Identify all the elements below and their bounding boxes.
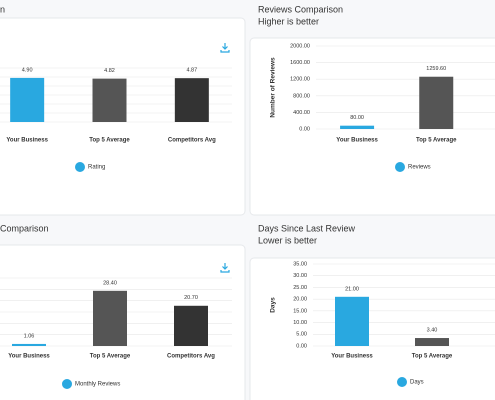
y-tick-label: 1600.00 [290,60,310,66]
data-label: 4.87 [186,68,197,74]
x-tick-label: Competitors Avg [168,138,216,144]
legend-label: Monthly Reviews [75,382,120,388]
x-tick-label: Top 5 Average [416,138,457,144]
y-tick-label: 0.00 [299,126,310,132]
data-label: 1.06 [24,333,35,339]
data-label: 3.40 [427,327,438,333]
bar [174,78,209,122]
y-tick-label: 400.00 [293,110,310,116]
data-label: 28.40 [103,280,117,286]
chart-title: n [0,4,5,14]
x-tick-label: Your Business [8,354,50,360]
legend-swatch [397,377,407,387]
y-axis-label: Number of Reviews [270,57,277,118]
card [249,257,495,400]
legend-swatch [62,379,72,389]
bar [10,77,45,122]
bar [335,296,369,346]
data-label: 80.00 [350,115,364,121]
y-tick-label: 35.00 [293,261,307,267]
y-tick-label: 15.00 [293,308,307,314]
y-tick-label: 5.00 [296,332,307,338]
chart-subtitle: Lower is better [258,235,317,245]
y-tick-label: 1200.00 [290,77,310,83]
bar [340,125,375,129]
legend-swatch [395,162,405,172]
y-tick-label: 800.00 [293,93,310,99]
x-tick-label: Competitors Avg [167,354,215,360]
bar [92,78,127,122]
bar [93,290,127,346]
data-label: 4.90 [22,67,33,73]
y-tick-label: 2000.00 [290,43,310,49]
chart-title: Comparison [0,223,49,233]
x-tick-label: Your Business [331,354,373,360]
legend-label: Days [410,380,424,386]
legend-label: Reviews [408,165,431,171]
data-label: 20.70 [184,295,198,301]
bar [415,338,449,346]
y-tick-label: 25.00 [293,285,307,291]
bar [12,343,46,346]
x-tick-label: Top 5 Average [90,354,131,360]
y-tick-label: 10.00 [293,320,307,326]
x-tick-label: Your Business [336,138,378,144]
data-label: 4.82 [104,68,115,74]
data-label: 1259.60 [426,66,446,72]
legend-label: Rating [88,165,105,171]
y-tick-label: 30.00 [293,273,307,279]
y-tick-label: 20.00 [293,297,307,303]
data-label: 21.00 [345,286,359,292]
chart-title: Days Since Last Review [258,223,356,233]
y-tick-label: 0.00 [296,343,307,349]
x-tick-label: Your Business [6,138,48,144]
bar [174,305,208,346]
y-axis-label: Days [270,297,277,313]
chart-subtitle: Higher is better [258,16,319,26]
x-tick-label: Top 5 Average [412,354,453,360]
legend-swatch [75,162,85,172]
x-tick-label: Top 5 Average [89,138,130,144]
bar [419,76,454,129]
download-icon[interactable] [220,43,230,53]
download-icon[interactable] [220,263,230,273]
chart-title: Reviews Comparison [258,4,343,14]
